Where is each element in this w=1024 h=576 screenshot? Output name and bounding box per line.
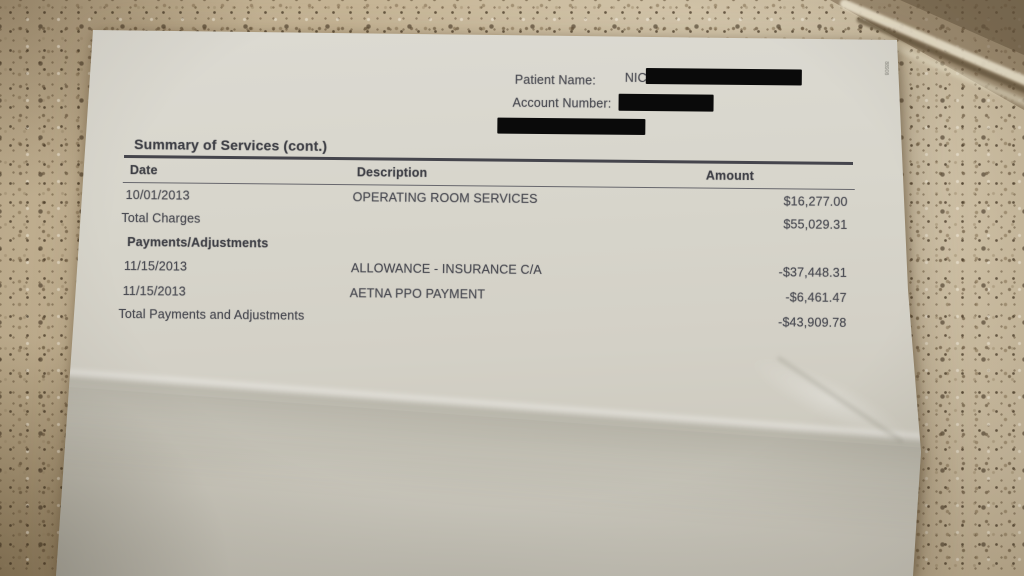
patient-name-partial-value: NIC: [624, 70, 647, 86]
row-date: 11/15/2013: [122, 283, 186, 299]
row-amount: $16,277.00: [783, 194, 848, 209]
column-header-amount: Amount: [705, 168, 755, 184]
redaction-bar-third: [497, 117, 646, 135]
column-header-description: Description: [356, 165, 428, 180]
payments-adjustments-heading: Payments/Adjustments: [127, 235, 269, 251]
total-charges-amount: $55,029.31: [783, 217, 848, 232]
redaction-bar-patient-name: [645, 67, 802, 86]
row-description: ALLOWANCE - INSURANCE C/A: [350, 261, 542, 278]
total-payments-label: Total Payments and Adjustments: [118, 306, 305, 323]
row-description: OPERATING ROOM SERVICES: [352, 190, 538, 206]
row-date: 10/01/2013: [125, 188, 190, 203]
total-charges-label: Total Charges: [121, 210, 201, 226]
redaction-bar-account-number: [618, 93, 714, 112]
total-payments-amount: -$43,909.78: [778, 315, 847, 330]
row-amount: -$37,448.31: [778, 265, 848, 280]
column-header-date: Date: [129, 163, 158, 178]
account-number-label: Account Number:: [512, 95, 612, 111]
row-amount: -$6,461.47: [785, 290, 847, 305]
header-rule-thick: [124, 154, 854, 165]
row-description: AETNA PPO PAYMENT: [349, 286, 486, 302]
patient-name-label: Patient Name:: [514, 72, 597, 88]
row-date: 11/15/2013: [123, 258, 188, 274]
section-title: Summary of Services (cont.): [134, 136, 328, 154]
edge-marking-text: 88908: [882, 61, 889, 76]
header-rule-thin: [122, 181, 855, 191]
